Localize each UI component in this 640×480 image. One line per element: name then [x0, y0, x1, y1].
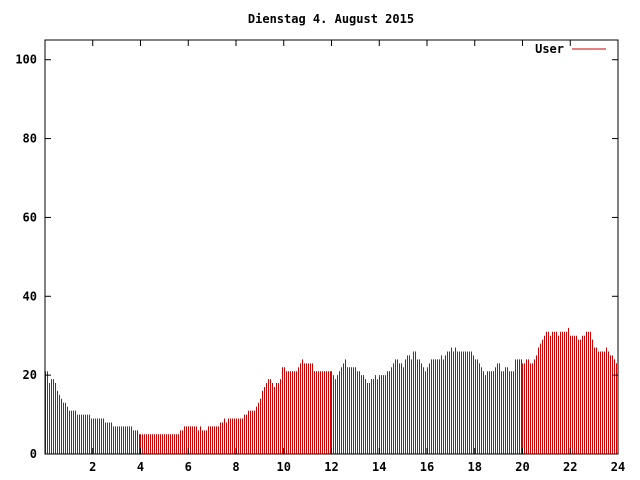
y-tick-label: 60 [23, 210, 37, 224]
x-tick-label: 8 [232, 460, 239, 474]
x-tick-label: 14 [372, 460, 386, 474]
x-tick-label: 12 [324, 460, 338, 474]
y-tick-label: 40 [23, 289, 37, 303]
x-tick-label: 16 [420, 460, 434, 474]
x-tick-label: 18 [468, 460, 482, 474]
x-tick-label: 24 [611, 460, 625, 474]
chart-title: Dienstag 4. August 2015 [248, 12, 414, 26]
legend: User [535, 42, 606, 56]
x-tick-label: 20 [515, 460, 529, 474]
bars-group [45, 327, 617, 454]
x-tick-label: 22 [563, 460, 577, 474]
y-tick-label: 100 [15, 53, 37, 67]
y-tick-label: 20 [23, 368, 37, 382]
x-tick-label: 6 [185, 460, 192, 474]
x-tick-label: 4 [137, 460, 144, 474]
legend-label: User [535, 42, 564, 56]
y-tick-label: 0 [30, 447, 37, 461]
x-tick-label: 10 [277, 460, 291, 474]
x-tick-label: 2 [89, 460, 96, 474]
plot-frame [44, 39, 619, 455]
y-tick-label: 80 [23, 132, 37, 146]
